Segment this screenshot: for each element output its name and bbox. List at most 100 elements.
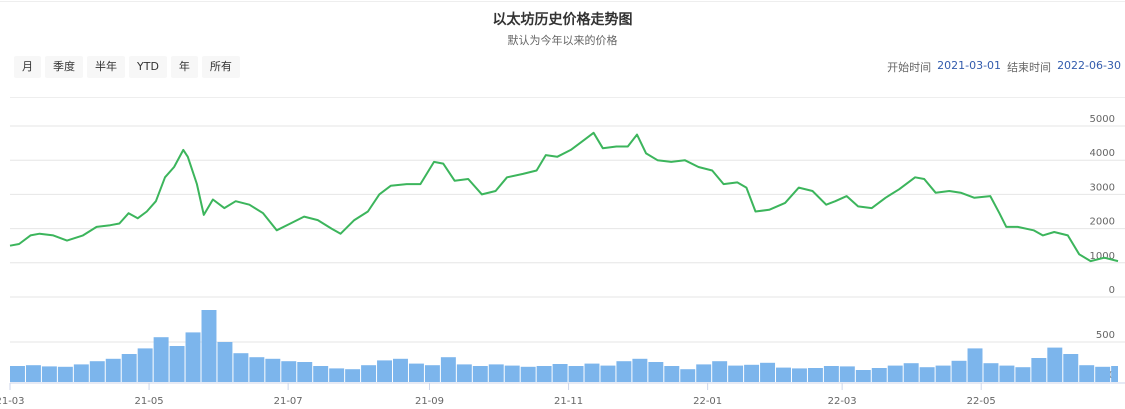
volume-bar [440, 357, 456, 382]
volume-bar [632, 358, 648, 382]
price-axis-label: 3000 [1090, 182, 1115, 193]
volume-bar [137, 348, 153, 382]
volume-bar [281, 361, 297, 382]
date-range-inputs: 开始时间 2021-03-01 结束时间 2022-06-30 [887, 59, 1121, 75]
x-axis-label: 22-05 [967, 396, 996, 407]
volume-bar [105, 358, 121, 382]
x-axis-label: 21-11 [554, 396, 583, 407]
volume-bar [424, 365, 440, 382]
end-date-label: 结束时间 [1007, 61, 1052, 74]
volume-bar [1111, 366, 1118, 382]
range-button-quarter[interactable]: 季度 [45, 56, 83, 78]
x-axis-label: 21-07 [274, 396, 303, 407]
volume-bar [696, 364, 712, 382]
x-axis-label: 21-05 [135, 396, 164, 407]
volume-bar [249, 357, 265, 382]
volume-axis-label: 500 [1096, 330, 1115, 341]
volume-bar [967, 348, 983, 382]
volume-bar [807, 368, 823, 382]
volume-bar [73, 364, 89, 382]
volume-bar [919, 367, 935, 382]
price-axis-label: 4000 [1090, 148, 1115, 159]
volume-bar [983, 363, 999, 382]
volume-bar [823, 366, 839, 382]
volume-bar [89, 361, 105, 382]
volume-bar [584, 363, 600, 382]
volume-bar [504, 365, 520, 382]
range-button-month[interactable]: 月 [14, 56, 41, 78]
volume-bar [377, 360, 393, 382]
volume-bar [552, 364, 568, 382]
volume-bar [41, 366, 57, 382]
volume-bar [329, 368, 345, 382]
range-button-half-year[interactable]: 半年 [87, 56, 125, 78]
volume-bar [744, 364, 760, 382]
volume-bar [472, 366, 488, 382]
volume-bar [408, 363, 424, 382]
price-axis-label: 5000 [1090, 114, 1115, 125]
x-axis-label: 22-01 [693, 396, 722, 407]
volume-bar [169, 346, 185, 382]
volume-bar [265, 358, 281, 382]
range-button-ytd[interactable]: YTD [129, 56, 167, 78]
volume-bar [121, 354, 137, 382]
volume-bar [1079, 365, 1095, 382]
volume-bar [57, 366, 73, 382]
price-axis-label: 1000 [1090, 251, 1115, 262]
end-date-input[interactable]: 2022-06-30 [1057, 59, 1121, 72]
volume-bar [536, 366, 552, 382]
start-date-label: 开始时间 [887, 61, 932, 74]
volume-bar [153, 337, 169, 382]
range-selector: 月 季度 半年 YTD 年 所有 [14, 56, 240, 78]
volume-bar [488, 364, 504, 382]
volume-bar [776, 367, 791, 382]
start-date-input[interactable]: 2021-03-01 [937, 59, 1002, 72]
chart-title: 以太坊历史价格走势图 [492, 12, 633, 28]
volume-bar [25, 365, 41, 382]
volume-bar [1031, 358, 1047, 382]
volume-bar [1095, 366, 1111, 382]
volume-bar [600, 365, 616, 382]
volume-bar [520, 366, 536, 382]
volume-bar [791, 368, 807, 382]
volume-bar [297, 362, 313, 382]
volume-bar [1047, 347, 1063, 382]
price-axis-label: 0 [1109, 285, 1115, 296]
volume-bar [185, 332, 201, 382]
volume-bars [10, 310, 1118, 382]
volume-bar [456, 364, 472, 382]
volume-bar [760, 362, 776, 382]
volume-bar [1063, 354, 1079, 382]
volume-bar [361, 365, 377, 382]
volume-bar [712, 361, 728, 382]
separator [10, 97, 1125, 98]
chart-subtitle: 默认为今年以来的价格 [507, 34, 618, 47]
volume-bar [616, 361, 632, 382]
volume-bar [568, 366, 584, 382]
top-border [0, 1, 1125, 2]
x-axis-label: 21-03 [0, 396, 25, 407]
volume-bar [855, 370, 871, 382]
range-button-year[interactable]: 年 [170, 56, 198, 78]
volume-bar [217, 342, 233, 382]
volume-bar [233, 353, 249, 382]
price-axis-label: 2000 [1090, 217, 1115, 228]
x-axis-label: 21-09 [415, 396, 444, 407]
volume-bar [951, 360, 967, 382]
volume-bar [887, 365, 903, 382]
volume-bar [680, 369, 696, 382]
volume-bar [10, 366, 25, 382]
volume-bar [313, 366, 329, 382]
volume-bar [839, 366, 855, 382]
price-line [9, 131, 1119, 263]
volume-bar [728, 365, 744, 382]
volume-bar [903, 363, 919, 382]
volume-bar [393, 358, 408, 382]
volume-bar [871, 368, 887, 382]
volume-bar [201, 310, 217, 382]
volume-bar [999, 365, 1015, 382]
volume-bar [1015, 367, 1031, 382]
range-button-all[interactable]: 所有 [201, 56, 240, 78]
